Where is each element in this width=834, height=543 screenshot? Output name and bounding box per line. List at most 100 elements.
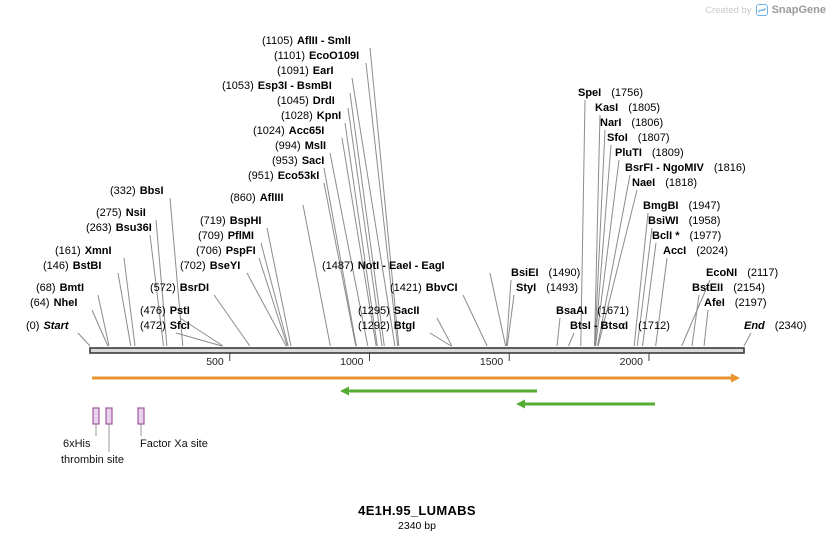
- enzyme-label[interactable]: (1105) AflII - SmlI: [262, 35, 351, 47]
- enzyme-name: AfeI: [704, 297, 725, 309]
- enzyme-label[interactable]: (146) BstBI: [43, 260, 101, 272]
- enzyme-label[interactable]: (332) BbsI: [110, 185, 164, 197]
- enzyme-label[interactable]: (860) AflIII: [230, 192, 284, 204]
- enzyme-label[interactable]: EcoNI (2117): [706, 267, 778, 279]
- enzyme-label[interactable]: (994) MslI: [275, 140, 326, 152]
- enzyme-label[interactable]: BtsI - BtsαI (1712): [570, 320, 670, 332]
- enzyme-label[interactable]: End (2340): [744, 320, 807, 332]
- enzyme-label[interactable]: StyI (1493): [516, 282, 578, 294]
- enzyme-label[interactable]: (1053) Esp3I - BsmBI: [222, 80, 332, 92]
- enzyme-name: Acc65I: [288, 125, 325, 137]
- enzyme-label[interactable]: BclI * (1977): [652, 230, 721, 242]
- enzyme-name: BstEII: [692, 282, 724, 294]
- leader-line: [77, 332, 91, 347]
- enzyme-label[interactable]: (1028) KpnI: [281, 110, 341, 122]
- enzyme-position: (1977): [689, 230, 722, 242]
- enzyme-position: (706): [196, 245, 222, 257]
- enzyme-label[interactable]: (1421) BbvCI: [390, 282, 458, 294]
- feature-label[interactable]: Factor Xa site: [140, 438, 208, 450]
- leader-line: [642, 242, 657, 347]
- enzyme-name: Start: [43, 320, 69, 332]
- enzyme-label[interactable]: (719) BspHI: [200, 215, 261, 227]
- enzyme-name: SpeI: [578, 87, 602, 99]
- enzyme-label[interactable]: (472) SfcI: [140, 320, 190, 332]
- enzyme-label[interactable]: (1487) NotI - EaeI - EagI: [322, 260, 445, 272]
- enzyme-label[interactable]: (275) NsiI: [96, 207, 146, 219]
- enzyme-label[interactable]: BstEII (2154): [692, 282, 765, 294]
- enzyme-position: (1958): [688, 215, 721, 227]
- enzyme-name: BtsI - BtsαI: [570, 320, 629, 332]
- enzyme-position: (1809): [651, 147, 684, 159]
- enzyme-label[interactable]: PluTI (1809): [615, 147, 684, 159]
- enzyme-label[interactable]: (951) Eco53kI: [248, 170, 319, 182]
- enzyme-name: Esp3I - BsmBI: [257, 80, 332, 92]
- feature-label[interactable]: 6xHis: [63, 438, 91, 450]
- enzyme-label[interactable]: BsaAI (1671): [556, 305, 629, 317]
- leader-line: [743, 332, 752, 347]
- enzyme-position: (1816): [713, 162, 746, 174]
- feature-label[interactable]: thrombin site: [61, 454, 124, 466]
- enzyme-label[interactable]: NaeI (1818): [632, 177, 697, 189]
- enzyme-position: (1756): [611, 87, 644, 99]
- enzyme-name: NheI: [53, 297, 78, 309]
- enzyme-label[interactable]: (1091) EarI: [277, 65, 334, 77]
- enzyme-label[interactable]: AfeI (2197): [704, 297, 767, 309]
- enzyme-position: (64): [30, 297, 50, 309]
- enzyme-label[interactable]: (64) NheI: [30, 297, 77, 309]
- leader-line: [593, 114, 601, 347]
- enzyme-position: (2197): [734, 297, 767, 309]
- leader-line: [351, 77, 396, 347]
- enzyme-label[interactable]: (68) BmtI: [36, 282, 84, 294]
- enzyme-label[interactable]: (161) XmnI: [55, 245, 112, 257]
- enzyme-label[interactable]: (1101) EcoO109I: [274, 50, 359, 62]
- enzyme-label[interactable]: BmgBI (1947): [643, 200, 720, 212]
- enzyme-name: BsiWI: [648, 215, 679, 227]
- enzyme-label[interactable]: SpeI (1756): [578, 87, 643, 99]
- enzyme-position: (476): [140, 305, 166, 317]
- feature-marker[interactable]: [137, 407, 145, 425]
- enzyme-label[interactable]: AccI (2024): [663, 245, 728, 257]
- enzyme-name: Eco53kI: [277, 170, 320, 182]
- leader-line: [462, 294, 488, 347]
- enzyme-label[interactable]: (706) PspFI: [196, 245, 256, 257]
- enzyme-position: (1805): [628, 102, 661, 114]
- enzyme-label[interactable]: (1024) Acc65I: [253, 125, 324, 137]
- enzyme-label[interactable]: (0) Start: [26, 320, 69, 332]
- enzyme-label[interactable]: (476) PstI: [140, 305, 190, 317]
- enzyme-name: Bsu36I: [115, 222, 152, 234]
- enzyme-position: (860): [230, 192, 256, 204]
- leader-line: [597, 174, 631, 347]
- enzyme-label[interactable]: BsrFI - NgoMIV (1816): [625, 162, 746, 174]
- enzyme-label[interactable]: (953) SacI: [272, 155, 324, 167]
- enzyme-label[interactable]: (709) PflMI: [198, 230, 254, 242]
- enzyme-position: (0): [26, 320, 40, 332]
- feature-marker[interactable]: [105, 407, 113, 425]
- ruler-number: 500: [206, 356, 224, 368]
- enzyme-position: (1053): [222, 80, 254, 92]
- enzyme-label[interactable]: BsiEI (1490): [511, 267, 580, 279]
- construct-title: 4E1H.95_LUMABS: [358, 503, 476, 518]
- feature-marker[interactable]: [92, 407, 100, 425]
- leader-line: [123, 257, 136, 347]
- enzyme-label[interactable]: (702) BseYI: [180, 260, 240, 272]
- enzyme-label[interactable]: KasI (1805): [595, 102, 660, 114]
- enzyme-position: (68): [36, 282, 56, 294]
- enzyme-position: (263): [86, 222, 112, 234]
- enzyme-name: BbsI: [139, 185, 164, 197]
- enzyme-position: (2024): [696, 245, 729, 257]
- construct-length: 2340 bp: [398, 520, 436, 532]
- enzyme-label[interactable]: (1295) SacII: [358, 305, 419, 317]
- full-construct-arrow-head: [731, 373, 740, 383]
- enzyme-position: (709): [198, 230, 224, 242]
- enzyme-position: (1295): [358, 305, 390, 317]
- enzyme-label[interactable]: SfoI (1807): [607, 132, 670, 144]
- enzyme-position: (1712): [638, 320, 670, 332]
- enzyme-label[interactable]: NarI (1806): [600, 117, 663, 129]
- enzyme-label[interactable]: BsiWI (1958): [648, 215, 720, 227]
- enzyme-label[interactable]: (1045) DrdI: [277, 95, 335, 107]
- enzyme-label[interactable]: (1292) BtgI: [358, 320, 415, 332]
- enzyme-name: MslI: [304, 140, 327, 152]
- enzyme-label[interactable]: (572) BsrDI: [150, 282, 209, 294]
- enzyme-label[interactable]: (263) Bsu36I: [86, 222, 152, 234]
